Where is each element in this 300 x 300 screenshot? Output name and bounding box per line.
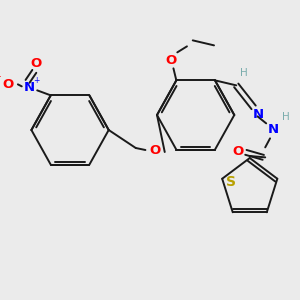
Text: -: - — [0, 72, 1, 81]
Text: N: N — [267, 123, 278, 136]
Text: H: H — [240, 68, 248, 78]
Text: H: H — [282, 112, 290, 122]
Text: O: O — [166, 54, 177, 67]
Text: S: S — [226, 175, 236, 189]
Text: +: + — [33, 76, 39, 85]
Text: O: O — [31, 57, 42, 70]
Text: O: O — [3, 78, 14, 91]
Text: O: O — [232, 145, 244, 158]
Text: N: N — [253, 108, 264, 121]
Text: O: O — [149, 145, 161, 158]
Text: N: N — [24, 81, 35, 94]
